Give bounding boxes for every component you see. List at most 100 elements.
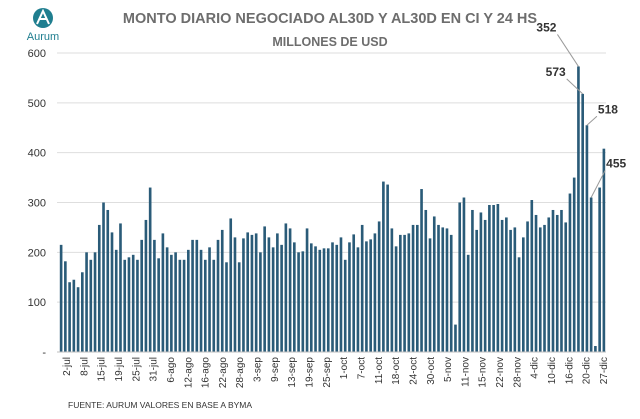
x-tick-label: 20-dic (582, 357, 593, 384)
bar (441, 227, 445, 352)
bar (314, 246, 317, 352)
bar (390, 228, 394, 352)
annotation-leader (586, 115, 598, 126)
bar (271, 247, 275, 352)
bar (318, 249, 322, 352)
bar (288, 228, 292, 352)
x-axis: 2-jul 8-jul 15-jul 19-jul 25-jul 31-jul 6-ago 1… (62, 357, 610, 389)
bar (242, 238, 245, 352)
y-tick-label: 100 (28, 297, 46, 309)
y-tick-label: 400 (28, 148, 46, 160)
x-tick-label: 11-nov (460, 357, 471, 387)
bar (259, 252, 262, 352)
bar (199, 249, 203, 352)
bar (114, 249, 118, 352)
x-tick-label: 18-oct (391, 357, 402, 385)
bar (492, 204, 495, 352)
bar (428, 238, 432, 352)
annotation-leader (566, 78, 584, 95)
bar (216, 239, 220, 352)
bar (153, 239, 156, 352)
x-tick-label: 2-jul (62, 357, 73, 376)
bar (157, 258, 160, 352)
logo-text: Aurum (27, 31, 59, 43)
bar (475, 229, 478, 352)
bar (343, 259, 347, 352)
y-tick-label: 300 (28, 198, 46, 210)
x-tick-label: 1-oct (339, 357, 350, 379)
bar (195, 239, 199, 352)
bar (513, 227, 517, 352)
y-tick-label: 600 (28, 48, 46, 60)
bar (598, 187, 601, 352)
x-tick-label: 25-jul (131, 357, 142, 381)
bar (445, 228, 449, 352)
x-tick-label: 22-nov (495, 357, 506, 388)
logo-mark-icon (36, 8, 50, 25)
bar (407, 233, 411, 352)
bar (602, 148, 606, 352)
bar (161, 233, 165, 352)
x-tick-label: 25-sep (322, 357, 333, 388)
bar (505, 217, 508, 352)
x-tick-label: 9-sep (270, 357, 281, 382)
x-tick-label: 28-nov (512, 357, 523, 388)
bar (136, 259, 139, 352)
bar (220, 229, 224, 352)
bar (399, 234, 402, 352)
x-tick-label: 8-jul (79, 357, 90, 376)
chart-title: MONTO DIARIO NEGOCIADO AL30D Y AL30D EN … (123, 11, 537, 27)
x-tick-label: 13-sep (287, 357, 298, 388)
bar (68, 282, 71, 352)
bar (415, 224, 419, 352)
bar (437, 224, 440, 352)
bar (140, 239, 144, 352)
x-tick-label: 16-dic (564, 357, 575, 384)
x-tick-label: 5-nov (443, 357, 454, 382)
bar (170, 254, 173, 352)
x-tick-label: 15-jul (97, 357, 108, 381)
bar (106, 209, 110, 352)
x-tick-label: 15-nov (478, 357, 489, 388)
x-tick-label: 10-dic (547, 357, 558, 384)
bar (165, 247, 169, 352)
annotation-label: 408 (0, 0, 20, 3)
bar (534, 214, 538, 352)
bar (432, 216, 436, 352)
annotation-leader (590, 170, 606, 198)
bar (182, 259, 186, 352)
bar (564, 222, 568, 352)
bar (148, 187, 152, 352)
bar (85, 252, 88, 352)
source-note: FUENTE: AURUM VALORES EN BASE A BYMA (68, 400, 252, 410)
bar (280, 244, 283, 352)
bar (81, 272, 84, 352)
annotation-label: 518 (598, 102, 618, 116)
bar (93, 252, 97, 352)
bar (386, 184, 389, 352)
bar (267, 237, 271, 352)
bar (144, 219, 148, 352)
bar (237, 262, 241, 352)
bar (301, 251, 305, 352)
bar (131, 254, 135, 352)
annotations: 352 573 518 455 408 (0, 0, 627, 198)
bar (449, 234, 453, 352)
bar (551, 209, 555, 352)
annotation-label: 573 (546, 65, 566, 79)
bar (250, 234, 254, 352)
bar (572, 177, 576, 352)
bar (348, 242, 351, 352)
bar (208, 247, 211, 352)
annotation-label: 352 (536, 20, 556, 34)
x-tick-label: 22-ago (218, 357, 229, 389)
bar (276, 233, 279, 352)
bar (479, 212, 483, 352)
bar (483, 219, 487, 352)
bar (365, 241, 368, 352)
bar (309, 243, 313, 352)
bar (102, 202, 105, 352)
bar (585, 125, 589, 352)
bar (119, 223, 122, 352)
